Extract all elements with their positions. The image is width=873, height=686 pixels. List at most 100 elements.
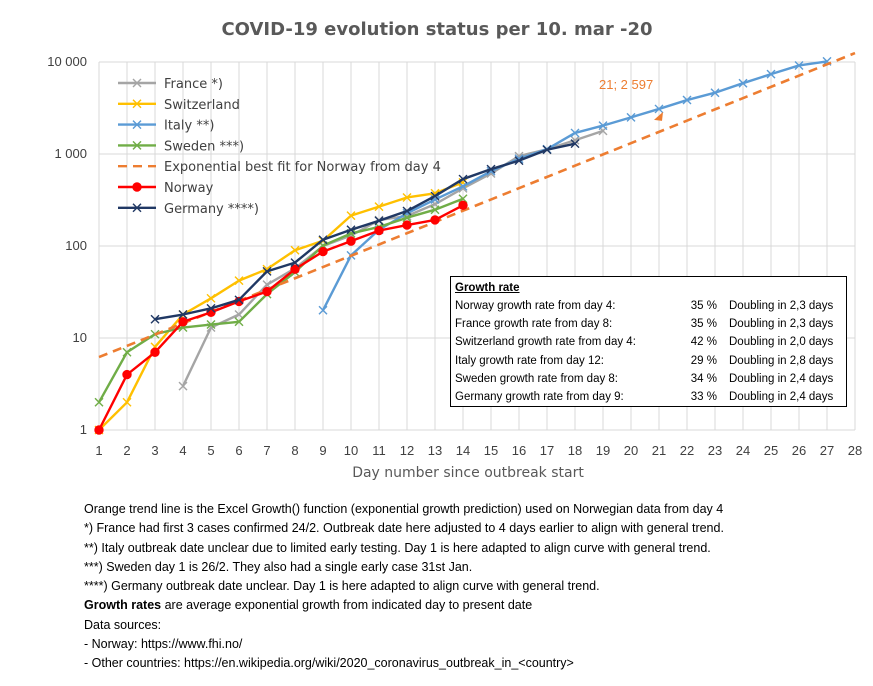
data-point-stroke — [430, 191, 440, 201]
notes: Orange trend line is the Excel Growth() … — [84, 500, 869, 674]
data-point-stroke — [346, 225, 356, 235]
x-tick-label: 19 — [596, 443, 610, 458]
data-point-stroke — [402, 213, 412, 223]
data-point-stroke — [234, 276, 244, 286]
data-point — [318, 235, 328, 245]
growth-row-label: Norway growth rate from day 4: — [455, 300, 616, 312]
data-point-stroke — [654, 104, 664, 114]
data-point-stroke — [570, 128, 580, 138]
data-point — [430, 205, 440, 215]
growth-row-doubling: Doubling in 2,0 days — [729, 336, 834, 349]
legend-entry: Germany ****) — [118, 202, 259, 217]
data-point-stroke — [346, 228, 356, 238]
note-germany: ****) Germany outbreak date unclear. Day… — [84, 579, 600, 594]
growth-row: Italy growth rate from day 12: 29 % Doub… — [455, 352, 842, 370]
note-france: *) France had first 3 cases confirmed 24… — [84, 521, 724, 536]
legend-entry: Sweden ***) — [118, 139, 244, 154]
x-tick-label: 26 — [792, 443, 806, 458]
growth-row-label: Switzerland growth rate from day 4: — [455, 336, 636, 349]
legend-label: Italy **) — [164, 119, 214, 134]
y-tick-label: 10 000 — [47, 54, 87, 69]
legend-marker — [132, 203, 142, 213]
legend-label: Exponential best fit for Norway from day… — [164, 160, 441, 175]
data-point-stroke — [374, 216, 384, 226]
x-tick-label: 27 — [820, 443, 834, 458]
legend-marker — [132, 78, 142, 88]
chart: COVID-19 evolution status per 10. mar -2… — [47, 19, 862, 481]
legend-marker — [132, 140, 142, 150]
data-point — [458, 200, 468, 210]
data-point-stroke — [234, 317, 244, 327]
x-tick-label: 10 — [344, 443, 358, 458]
data-point-stroke — [290, 258, 300, 268]
data-point — [710, 88, 720, 98]
data-point — [794, 60, 804, 70]
data-point — [402, 192, 412, 202]
data-point — [290, 264, 300, 274]
legend-entry: Switzerland — [118, 98, 240, 113]
data-point — [430, 191, 440, 201]
data-point-stroke — [458, 177, 468, 187]
growth-row-label: Italy growth rate from day 12: — [455, 354, 604, 367]
data-point — [570, 128, 580, 138]
x-tick-label: 11 — [372, 443, 386, 458]
x-tick-label: 12 — [400, 443, 414, 458]
growth-row-rate: 29 % — [690, 354, 717, 367]
x-tick-label: 1 — [95, 443, 102, 458]
growth-row-doubling: Doubling in 2,3 days — [729, 318, 834, 331]
data-point — [374, 225, 384, 236]
growth-row-rate: 33 % — [690, 390, 717, 403]
data-point — [234, 310, 244, 320]
legend-marker-stroke — [132, 78, 142, 88]
x-tick-label: 25 — [764, 443, 778, 458]
data-point-stroke — [346, 211, 356, 221]
x-tick-label: 13 — [428, 443, 442, 458]
data-point — [262, 264, 272, 274]
data-point-stroke — [290, 245, 300, 255]
legend-marker-stroke — [132, 140, 142, 150]
x-tick-label: 15 — [484, 443, 498, 458]
data-point — [570, 139, 580, 149]
data-point — [346, 236, 356, 246]
data-point — [178, 381, 188, 391]
series-norway — [94, 200, 468, 435]
data-point — [206, 303, 216, 313]
data-point — [122, 347, 132, 357]
data-point — [766, 69, 776, 79]
fit-annotation: 21; 2 597 — [599, 77, 653, 92]
note-growth-rest: are average exponential growth from indi… — [161, 598, 533, 613]
data-point-stroke — [458, 174, 468, 184]
data-point — [150, 347, 160, 357]
x-tick-label: 5 — [207, 443, 214, 458]
series-layer — [94, 51, 856, 435]
growth-row-label: Sweden growth rate from day 8: — [455, 372, 618, 385]
growth-row: Norway growth rate from day 4: 35 % Doub… — [455, 297, 842, 315]
data-point — [402, 213, 412, 223]
data-point-stroke — [234, 295, 244, 305]
data-point-stroke — [542, 145, 552, 155]
legend-label: Sweden ***) — [164, 139, 244, 154]
series-switzerland — [94, 177, 468, 435]
note-source-norway: - Norway: https://www.fhi.no/ — [84, 637, 243, 652]
series-line — [181, 129, 604, 387]
data-point — [402, 206, 412, 216]
growth-row: France growth rate from day 8: 35 % Doub… — [455, 315, 842, 333]
growth-row-rate: 35 % — [690, 300, 717, 312]
data-point — [206, 320, 216, 330]
data-point-stroke — [122, 347, 132, 357]
growth-row-doubling: Doubling in 2,8 days — [729, 354, 834, 367]
data-point — [430, 215, 440, 225]
chart-title: COVID-19 evolution status per 10. mar -2… — [221, 19, 652, 40]
growth-row: Sweden growth rate from day 8: 34 % Doub… — [455, 370, 842, 388]
legend-marker-stroke — [132, 203, 142, 213]
data-point-stroke — [598, 121, 608, 131]
x-tick-label: 3 — [151, 443, 158, 458]
legend-label: Switzerland — [164, 98, 240, 113]
data-point — [654, 104, 664, 114]
data-point — [290, 245, 300, 255]
data-point-stroke — [318, 235, 328, 245]
x-tick-label: 24 — [736, 443, 750, 458]
note-growth-bold: Growth rates — [84, 598, 162, 613]
note-italy: **) Italy outbreak date unclear due to l… — [84, 540, 711, 555]
